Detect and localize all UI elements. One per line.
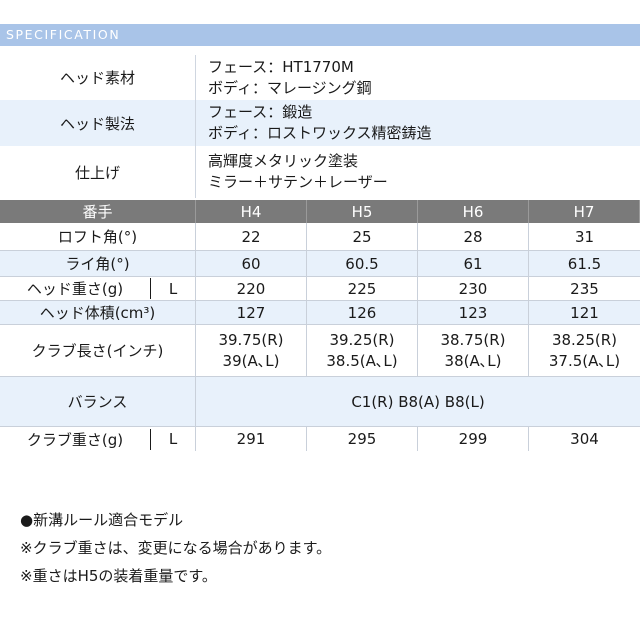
cell-line: 38.5(A､L) bbox=[326, 351, 398, 370]
table-row-head-volume: ヘッド体積(cm³) 127 126 123 121 bbox=[0, 300, 640, 324]
header-col: H4 bbox=[196, 200, 307, 223]
cell: 291 bbox=[196, 427, 307, 451]
cell-line: 38(A､L) bbox=[444, 351, 502, 370]
value-line: ミラー＋サテン＋レーザー bbox=[208, 173, 388, 191]
table-row-balance: バランス C1(R) B8(A) B8(L) bbox=[0, 376, 640, 426]
label-head-method: ヘッド製法 bbox=[0, 100, 196, 146]
note-item: ●新溝ルール適合モデル bbox=[20, 511, 184, 529]
table-row-club-weight: クラブ重さ(g) L 291 295 299 304 bbox=[0, 426, 640, 451]
cell: 31 bbox=[574, 227, 595, 246]
cell-line: 39.25(R) bbox=[329, 330, 395, 349]
cell: 60 bbox=[196, 251, 307, 276]
note-item: ※重さはH5の装着重量です。 bbox=[20, 567, 217, 585]
header-col: H6 bbox=[418, 200, 529, 223]
spec-row-finish: 仕上げ 高輝度メタリック塗装 ミラー＋サテン＋レーザー bbox=[0, 146, 640, 198]
spec-row-head-material: ヘッド素材 フェース：HT1770M ボディ：マレージング鋼 bbox=[0, 55, 640, 100]
flex-label: L bbox=[168, 430, 178, 448]
cell: 38.25(R) 37.5(A､L) bbox=[529, 325, 640, 376]
cell: 225 bbox=[307, 277, 418, 300]
label-head-material: ヘッド素材 bbox=[0, 55, 196, 100]
header-col: H7 bbox=[529, 200, 640, 223]
value-finish: 高輝度メタリック塗装 ミラー＋サテン＋レーザー bbox=[196, 146, 640, 198]
section-title: SPECIFICATION bbox=[0, 24, 640, 46]
row-label: ヘッド重さ(g) bbox=[0, 278, 151, 299]
label-finish: 仕上げ bbox=[0, 146, 196, 198]
cell: 22 bbox=[196, 223, 307, 250]
cell: 126 bbox=[307, 301, 418, 324]
row-label-split: ヘッド重さ(g) L bbox=[0, 277, 196, 300]
row-label-split: クラブ重さ(g) L bbox=[0, 427, 196, 451]
cell: 121 bbox=[570, 303, 599, 322]
row-label: ライ角(°) bbox=[0, 251, 196, 276]
cell-line: 39(A､L) bbox=[222, 351, 280, 370]
row-label: ロフト角(°) bbox=[0, 223, 196, 250]
cell: 123 bbox=[418, 301, 529, 324]
cell-line: 38.25(R) bbox=[551, 330, 618, 349]
value-line: ボディ：ロストワックス精密鋳造 bbox=[208, 124, 432, 142]
row-label: クラブ重さ(g) bbox=[0, 428, 151, 450]
cell: 25 bbox=[307, 223, 418, 250]
cell: 39.25(R) 38.5(A､L) bbox=[307, 325, 418, 376]
value-head-material: フェース：HT1770M ボディ：マレージング鋼 bbox=[196, 55, 640, 100]
cell: 28 bbox=[418, 223, 529, 250]
value-line: フェース：HT1770M bbox=[208, 57, 354, 76]
value-line: フェース：鍛造 bbox=[208, 103, 313, 121]
cell-line: 38.75(R) bbox=[440, 330, 506, 349]
notes: ●新溝ルール適合モデル ※クラブ重さは、変更になる場合があります。 ※重さはH5… bbox=[20, 506, 331, 590]
cell: 38.75(R) 38(A､L) bbox=[418, 325, 529, 376]
cell: 60.5 bbox=[307, 251, 418, 276]
cell-line: 39.75(R) bbox=[218, 330, 284, 349]
cell: 230 bbox=[418, 277, 529, 300]
header-label: 番手 bbox=[0, 200, 196, 223]
value-line: ボディ：マレージング鋼 bbox=[208, 78, 372, 97]
table-row-lie: ライ角(°) 60 60.5 61 61.5 bbox=[0, 250, 640, 276]
table-row-club-length: クラブ長さ(インチ) 39.75(R) 39(A､L) 39.25(R) 38.… bbox=[0, 324, 640, 376]
row-label: ヘッド体積(cm³) bbox=[0, 301, 196, 324]
table-row-loft: ロフト角(°) 22 25 28 31 bbox=[0, 223, 640, 250]
cell: 61.5 bbox=[567, 254, 602, 273]
cell: 39.75(R) 39(A､L) bbox=[196, 325, 307, 376]
cell: 304 bbox=[570, 430, 599, 448]
cell: 235 bbox=[570, 279, 599, 298]
spec-row-head-method: ヘッド製法 フェース：鍛造 ボディ：ロストワックス精密鋳造 bbox=[0, 100, 640, 146]
balance-value: C1(R) B8(A) B8(L) bbox=[351, 392, 485, 411]
table-header-row: 番手 H4 H5 H6 H7 bbox=[0, 200, 640, 223]
flex-label: L bbox=[168, 279, 178, 298]
table-row-head-weight: ヘッド重さ(g) L 220 225 230 235 bbox=[0, 276, 640, 300]
cell: 220 bbox=[196, 277, 307, 300]
note-item: ※クラブ重さは、変更になる場合があります。 bbox=[20, 539, 332, 557]
header-col: H5 bbox=[307, 200, 418, 223]
cell: 295 bbox=[307, 427, 418, 451]
row-label: クラブ長さ(インチ) bbox=[0, 325, 196, 376]
cell: 127 bbox=[196, 301, 307, 324]
value-line: 高輝度メタリック塗装 bbox=[208, 152, 359, 170]
value-head-method: フェース：鍛造 ボディ：ロストワックス精密鋳造 bbox=[196, 100, 640, 146]
cell: 299 bbox=[418, 427, 529, 451]
row-label: バランス bbox=[0, 377, 196, 426]
cell: 61 bbox=[418, 251, 529, 276]
cell-line: 37.5(A､L) bbox=[548, 351, 621, 370]
